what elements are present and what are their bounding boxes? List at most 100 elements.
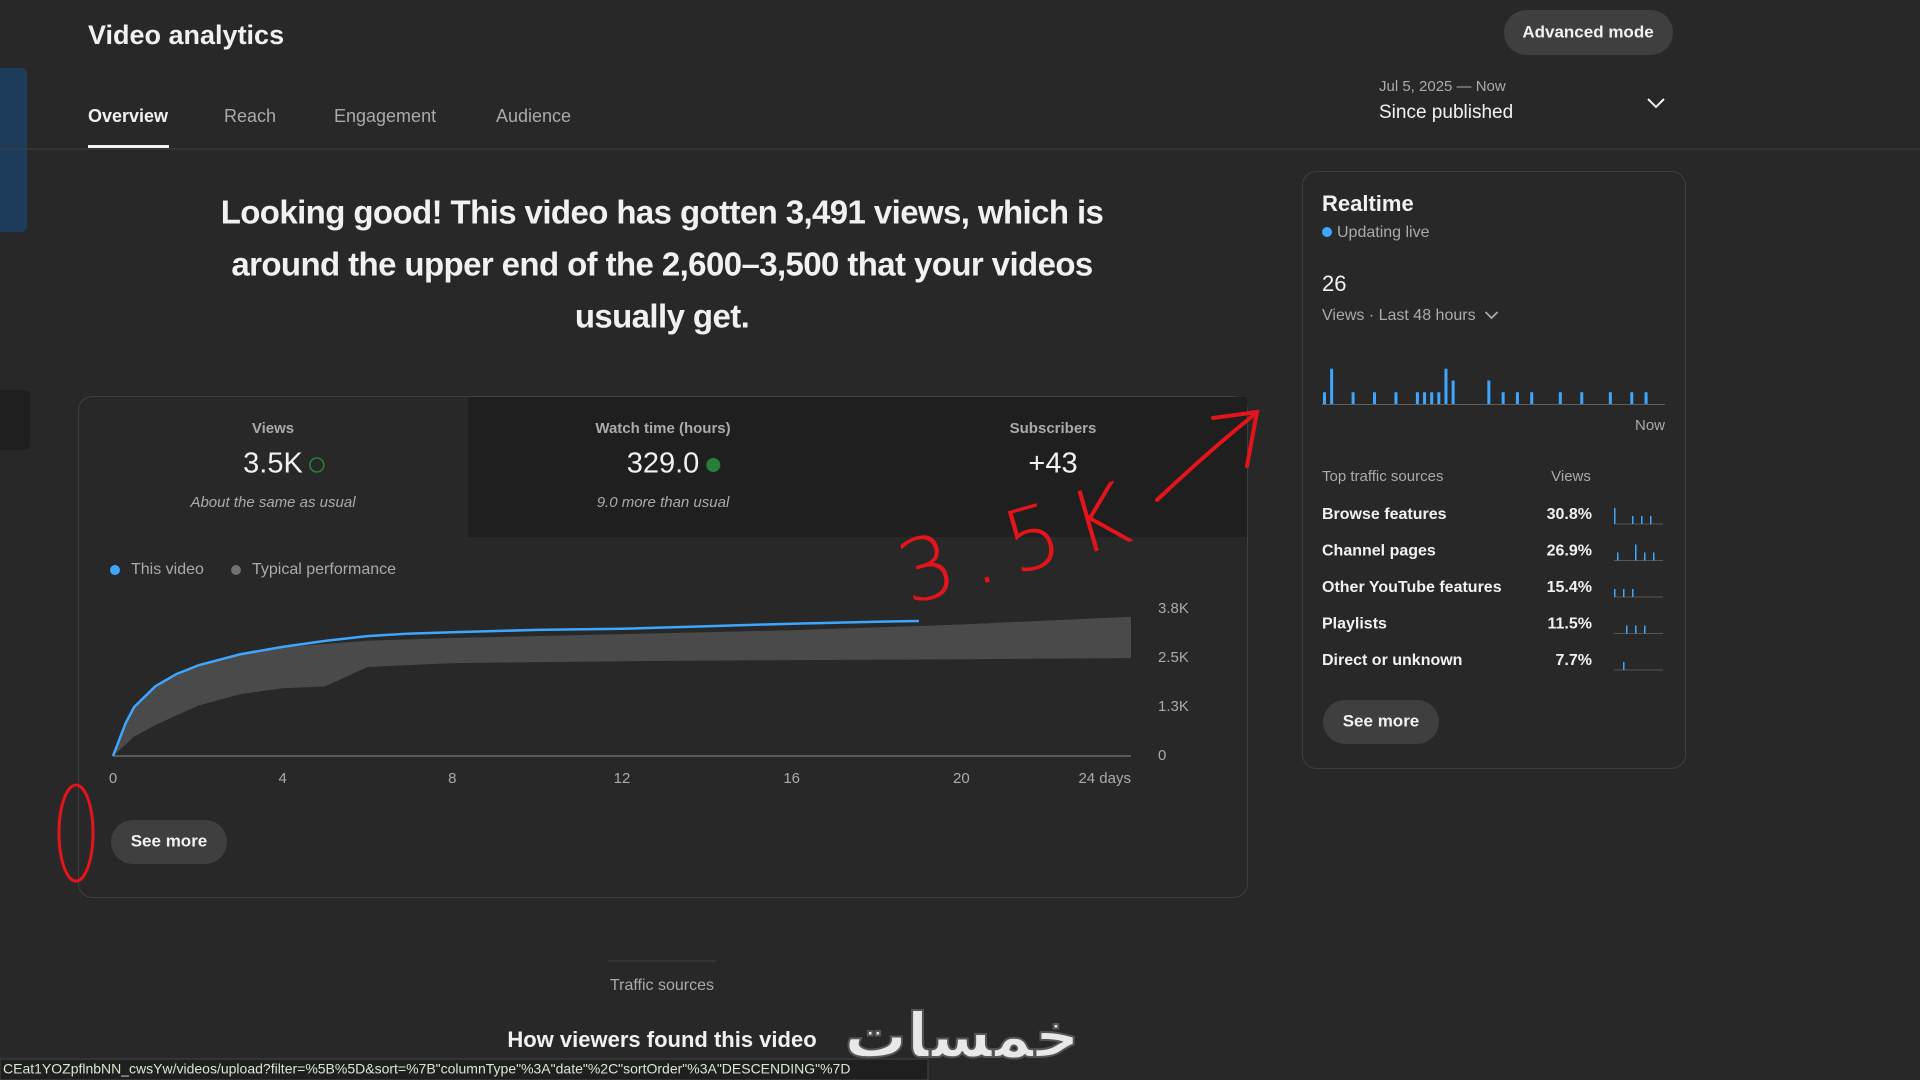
realtime-bar <box>1330 368 1334 404</box>
summary: Looking good! This video has gotten 3,49… <box>221 194 1104 335</box>
date-chevron[interactable] <box>1647 98 1665 109</box>
traffic-sources: Browse features 30.8% Channel pages 26.9% Ot… <box>1322 506 1663 671</box>
page-title: Video analytics <box>88 20 284 50</box>
advanced-mode-label: Advanced mode <box>1522 22 1653 41</box>
realtime-bar <box>1580 392 1584 404</box>
source-share: 11.5% <box>1548 616 1592 633</box>
date-label[interactable]: Since published <box>1379 102 1513 123</box>
metric-cell[interactable] <box>468 397 858 537</box>
see-more-label: See more <box>131 831 208 850</box>
realtime-bar <box>1644 392 1648 404</box>
source-name[interactable]: Direct or unknown <box>1322 652 1462 669</box>
metric-label: Subscribers <box>1010 420 1097 437</box>
now-label: Now <box>1635 417 1665 434</box>
period-chevron[interactable] <box>1484 311 1499 320</box>
realtime-bar <box>1608 392 1612 404</box>
date-range[interactable]: Jul 5, 2025 — Now <box>1379 78 1506 95</box>
tab[interactable]: Reach <box>224 106 276 126</box>
sparkline-bar <box>1641 516 1643 524</box>
sparkline-bar <box>1623 589 1625 597</box>
metric-value: +43 <box>1028 448 1077 480</box>
metric-status-icon <box>309 457 325 473</box>
metric-value: 3.5K <box>243 448 303 480</box>
active-tab-indicator <box>88 145 169 148</box>
views-header: Views <box>1551 468 1591 485</box>
sparkline-bar <box>1617 552 1619 561</box>
realtime-period[interactable]: Views · Last 48 hours <box>1322 307 1476 324</box>
source-name[interactable]: Other YouTube features <box>1322 579 1502 596</box>
status-bar <box>0 1058 929 1080</box>
metric-value: 329.0 <box>627 448 700 480</box>
source-name[interactable]: Channel pages <box>1322 543 1436 560</box>
views-chart: This video Typical performance 0 1.3K 2.5K 3.… <box>109 561 1189 787</box>
summary-line: around the upper end of the 2,600–3,500 … <box>231 246 1092 283</box>
x-tick-label: 24 days <box>1078 770 1131 787</box>
live-dot <box>1322 227 1332 237</box>
tab[interactable]: Overview <box>88 106 169 126</box>
realtime-see-more-label: See more <box>1343 711 1420 730</box>
summary-line: usually get. <box>575 298 749 335</box>
x-tick-label: 4 <box>278 770 286 787</box>
realtime-views: 26 <box>1322 271 1346 296</box>
sparkline-bar <box>1644 552 1646 561</box>
views-line <box>111 619 919 757</box>
y-tick-label: 1.3K <box>1158 698 1189 715</box>
metric-label: Watch time (hours) <box>595 420 730 437</box>
source-name[interactable]: Browse features <box>1322 506 1447 523</box>
realtime-bar <box>1373 392 1377 404</box>
legend-label[interactable]: Typical performance <box>252 561 396 578</box>
advanced-mode-button[interactable] <box>1504 10 1673 55</box>
realtime-bar <box>1430 392 1434 404</box>
source-share: 30.8% <box>1547 506 1592 523</box>
status-url: CEat1YOZpflnbNN_cwsYw/videos/upload?filt… <box>3 1061 850 1077</box>
realtime-bars <box>1322 368 1665 405</box>
y-tick-label: 2.5K <box>1158 649 1189 666</box>
metric-cell[interactable] <box>858 397 1247 537</box>
metric-note: 9.0 more than usual <box>597 494 730 511</box>
tab[interactable]: Audience <box>496 106 571 126</box>
sparkline-bar <box>1626 625 1628 634</box>
realtime-see-more[interactable] <box>1323 700 1439 744</box>
sparkline-bar <box>1614 508 1616 524</box>
tab-bar: Overview Reach Engagement Audience <box>88 106 571 126</box>
y-tick-label: 0 <box>1158 747 1166 764</box>
realtime-bar <box>1437 392 1441 404</box>
realtime-bar <box>1423 392 1427 404</box>
realtime-title: Realtime <box>1322 191 1414 216</box>
metric-tabs: Views 3.5K About the same as usual Watch ti… <box>189 397 1247 537</box>
source-share: 15.4% <box>1547 579 1592 596</box>
metric-status-icon <box>706 458 721 472</box>
realtime-bar <box>1558 392 1562 404</box>
section-tab[interactable]: Traffic sources <box>610 977 714 994</box>
realtime-bar <box>1487 380 1491 404</box>
realtime-bar <box>1351 392 1355 404</box>
legend-swatch <box>110 565 120 575</box>
sparkline-bar <box>1635 544 1637 561</box>
realtime-bar <box>1415 392 1419 404</box>
realtime-card <box>1302 171 1686 769</box>
side-item[interactable] <box>0 390 30 450</box>
sparkline-bar <box>1623 662 1625 670</box>
legend-label[interactable]: This video <box>131 561 204 578</box>
x-tick-label: 16 <box>783 770 800 787</box>
source-share: 26.9% <box>1547 543 1592 560</box>
metric-label: Views <box>252 420 294 437</box>
section-heading: How viewers found this video <box>507 1027 816 1052</box>
sparkline-bar <box>1614 589 1616 597</box>
realtime-bar <box>1530 392 1534 404</box>
realtime-bar <box>1394 392 1398 404</box>
realtime-bar <box>1451 380 1455 404</box>
realtime-bar <box>1515 392 1519 404</box>
realtime-bar <box>1323 392 1326 404</box>
annotation-arrow <box>1155 409 1260 502</box>
thumbnail[interactable] <box>0 68 27 232</box>
sparkline-bar <box>1653 552 1655 561</box>
y-tick-label: 3.8K <box>1158 600 1189 617</box>
tab[interactable]: Engagement <box>334 106 436 126</box>
annotation-circle <box>57 783 95 883</box>
summary-line: Looking good! This video has gotten 3,49… <box>221 194 1104 231</box>
see-more-button[interactable] <box>111 820 227 864</box>
source-name[interactable]: Playlists <box>1322 616 1387 633</box>
realtime-bar <box>1501 392 1505 404</box>
